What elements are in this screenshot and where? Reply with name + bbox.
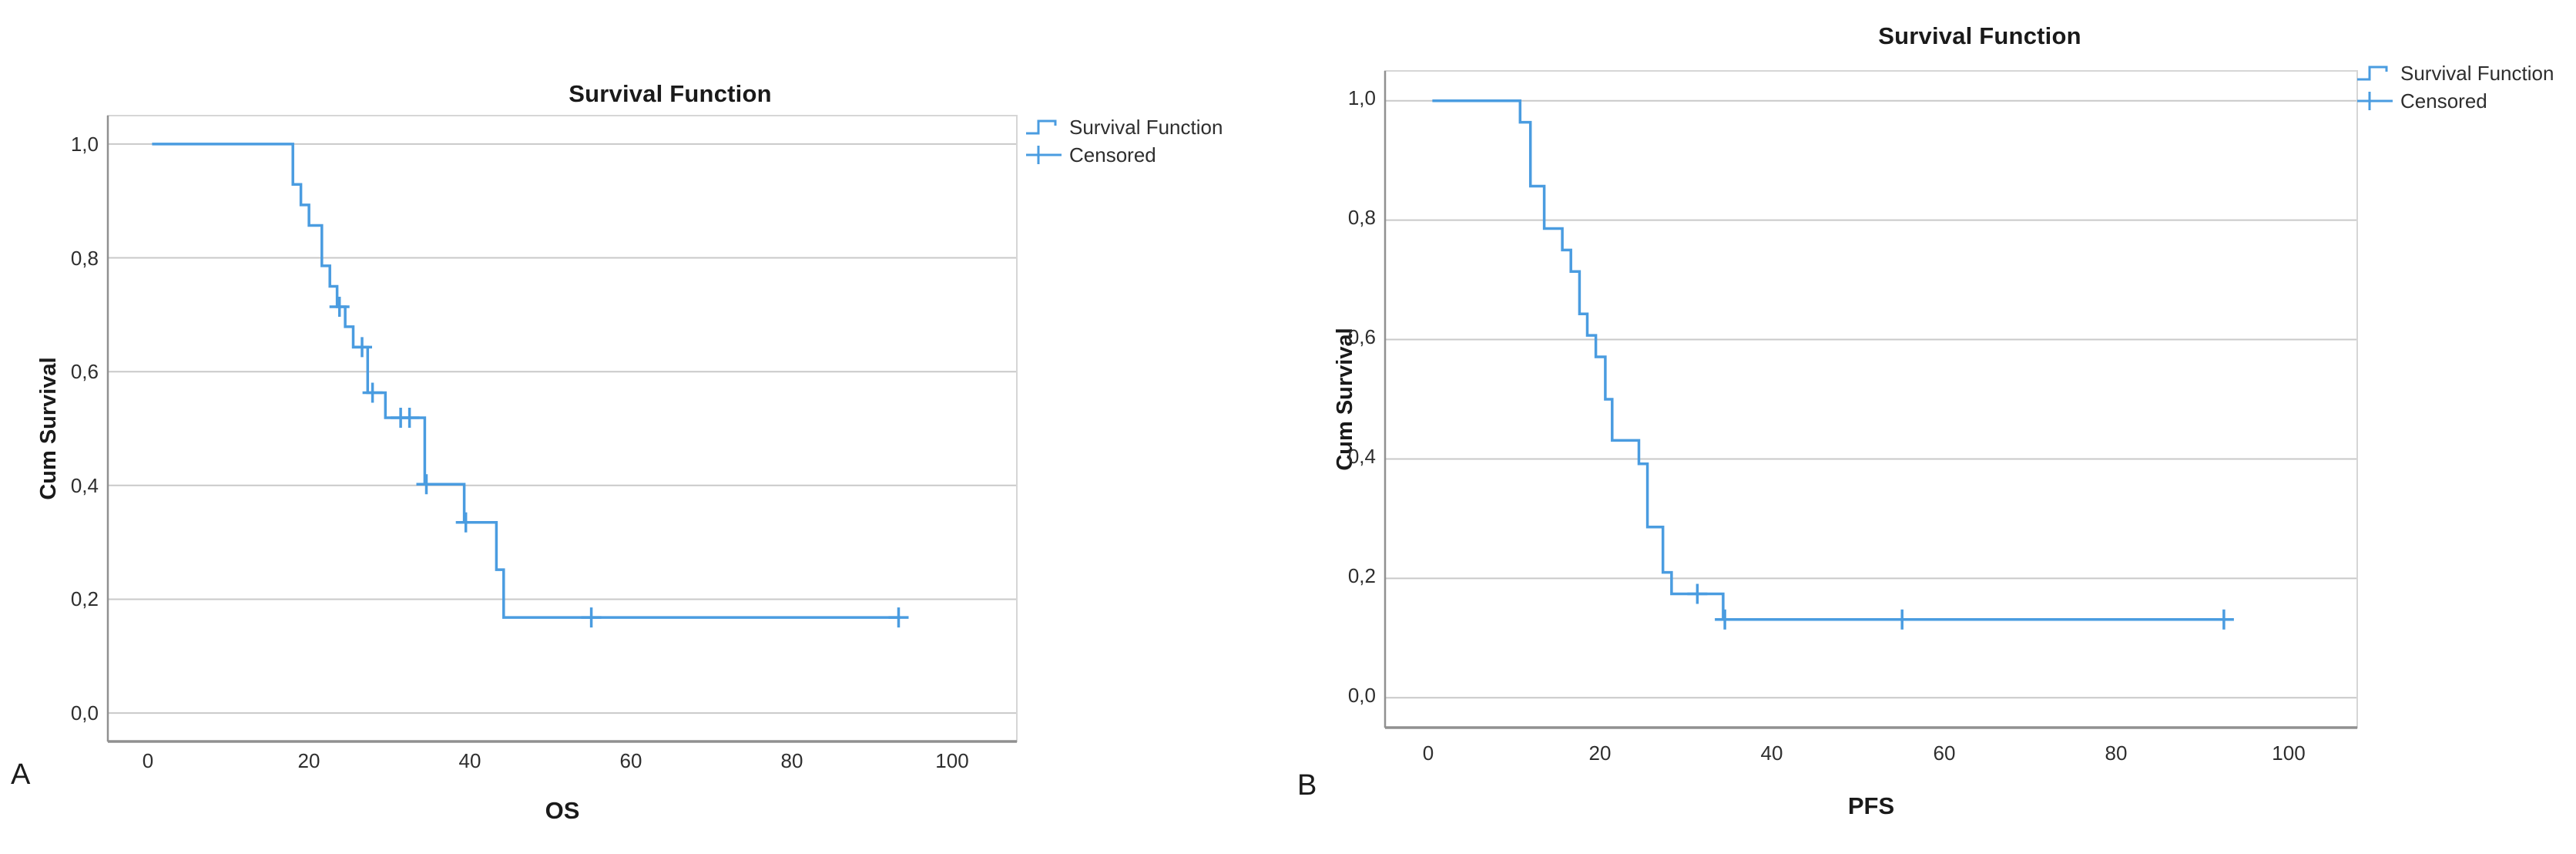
y-tick-label: 0,6 bbox=[70, 360, 99, 383]
y-tick-label: 0,2 bbox=[70, 587, 99, 610]
x-tick-label: 0 bbox=[1422, 741, 1434, 765]
step-line-icon bbox=[2357, 66, 2388, 81]
legend-item-survival-function: Survival Function bbox=[1025, 114, 1223, 140]
step-line-icon bbox=[1026, 119, 1057, 135]
y-tick-label: 0,8 bbox=[70, 247, 99, 270]
legend-item-censored: Censored bbox=[2356, 88, 2554, 114]
y-tick-label: 0,4 bbox=[70, 474, 99, 497]
y-axis-title-a: Cum Survival bbox=[36, 357, 61, 500]
y-axis-title-b: Cum Survival bbox=[1333, 328, 1357, 471]
y-tick-label: 0,0 bbox=[70, 701, 99, 725]
legend-item-survival-function: Survival Function bbox=[2356, 60, 2554, 86]
chart-title-a: Survival Function bbox=[569, 80, 772, 107]
chart-title-b: Survival Function bbox=[1878, 22, 2081, 49]
x-tick-label: 20 bbox=[297, 749, 320, 772]
y-tick-label: 1,0 bbox=[70, 133, 99, 156]
plus-icon bbox=[2357, 92, 2393, 110]
legend-label: Survival Function bbox=[2400, 61, 2554, 85]
plus-icon bbox=[1026, 146, 1062, 164]
x-tick-label: 60 bbox=[1933, 741, 1956, 765]
legend-b: Survival Function Censored bbox=[2356, 60, 2554, 114]
legend-label: Censored bbox=[1069, 143, 1156, 166]
x-axis-title-a: OS bbox=[545, 797, 580, 824]
panel-letter-b: B bbox=[1297, 769, 1317, 802]
legend-label: Survival Function bbox=[1069, 115, 1223, 139]
x-tick-label: 80 bbox=[2105, 741, 2128, 765]
x-tick-label: 100 bbox=[935, 749, 969, 772]
legend-item-censored: Censored bbox=[1025, 142, 1223, 168]
y-tick-label: 0,8 bbox=[1347, 206, 1376, 229]
x-tick-label: 40 bbox=[1760, 741, 1783, 765]
x-tick-label: 20 bbox=[1588, 741, 1612, 765]
x-tick-label: 40 bbox=[458, 749, 481, 772]
x-tick-label: 60 bbox=[619, 749, 642, 772]
y-tick-label: 1,0 bbox=[1347, 86, 1376, 109]
x-axis-title-b: PFS bbox=[1847, 792, 1895, 819]
y-tick-label: 0,2 bbox=[1347, 564, 1376, 587]
x-tick-label: 100 bbox=[2272, 741, 2306, 765]
y-tick-label: 0,0 bbox=[1347, 684, 1376, 707]
legend-label: Censored bbox=[2400, 89, 2487, 113]
x-tick-label: 80 bbox=[780, 749, 803, 772]
y-tick-label: 0,6 bbox=[1347, 325, 1376, 348]
x-tick-label: 0 bbox=[142, 749, 154, 772]
panel-letter-a: A bbox=[11, 758, 31, 791]
y-tick-label: 0,4 bbox=[1347, 445, 1376, 468]
legend-a: Survival Function Censored bbox=[1025, 114, 1223, 168]
